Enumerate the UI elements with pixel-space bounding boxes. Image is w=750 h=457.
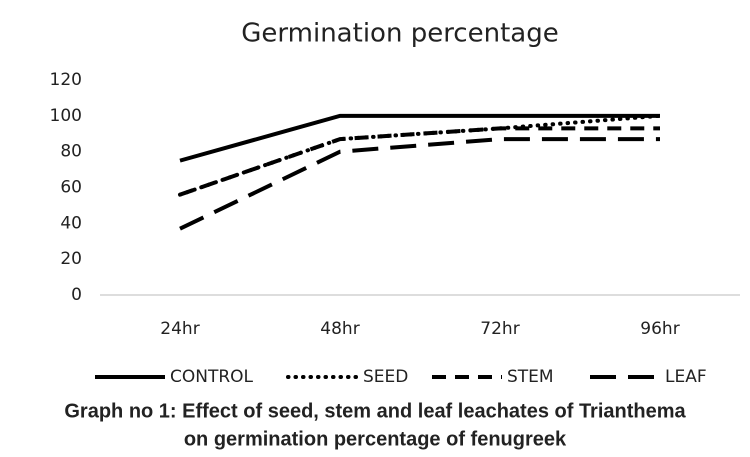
- series-line: [178, 113, 662, 197]
- y-tick-label: 0: [71, 285, 82, 305]
- y-tick-label: 120: [50, 70, 82, 90]
- y-tick-label: 40: [60, 213, 82, 233]
- x-tick-label: 96hr: [640, 319, 679, 339]
- x-tick-label: 48hr: [320, 319, 359, 339]
- y-tick-label: 20: [60, 249, 82, 269]
- legend-label: SEED: [363, 367, 408, 387]
- series-line: [179, 137, 660, 231]
- caption: Graph no 1: Effect of seed, stem and lea…: [64, 400, 686, 422]
- caption: on germination percentage of fenugreek: [184, 428, 567, 450]
- x-tick-label: 24hr: [160, 319, 199, 339]
- chart-title: Germination percentage: [241, 19, 558, 49]
- legend-label: CONTROL: [170, 367, 254, 387]
- y-tick-label: 100: [50, 106, 82, 126]
- legend-label: STEM: [507, 367, 554, 387]
- legend-label: LEAF: [665, 367, 707, 387]
- y-tick-label: 60: [60, 178, 82, 198]
- x-tick-label: 72hr: [480, 319, 519, 339]
- series-line: [179, 113, 660, 163]
- y-tick-label: 80: [60, 142, 82, 162]
